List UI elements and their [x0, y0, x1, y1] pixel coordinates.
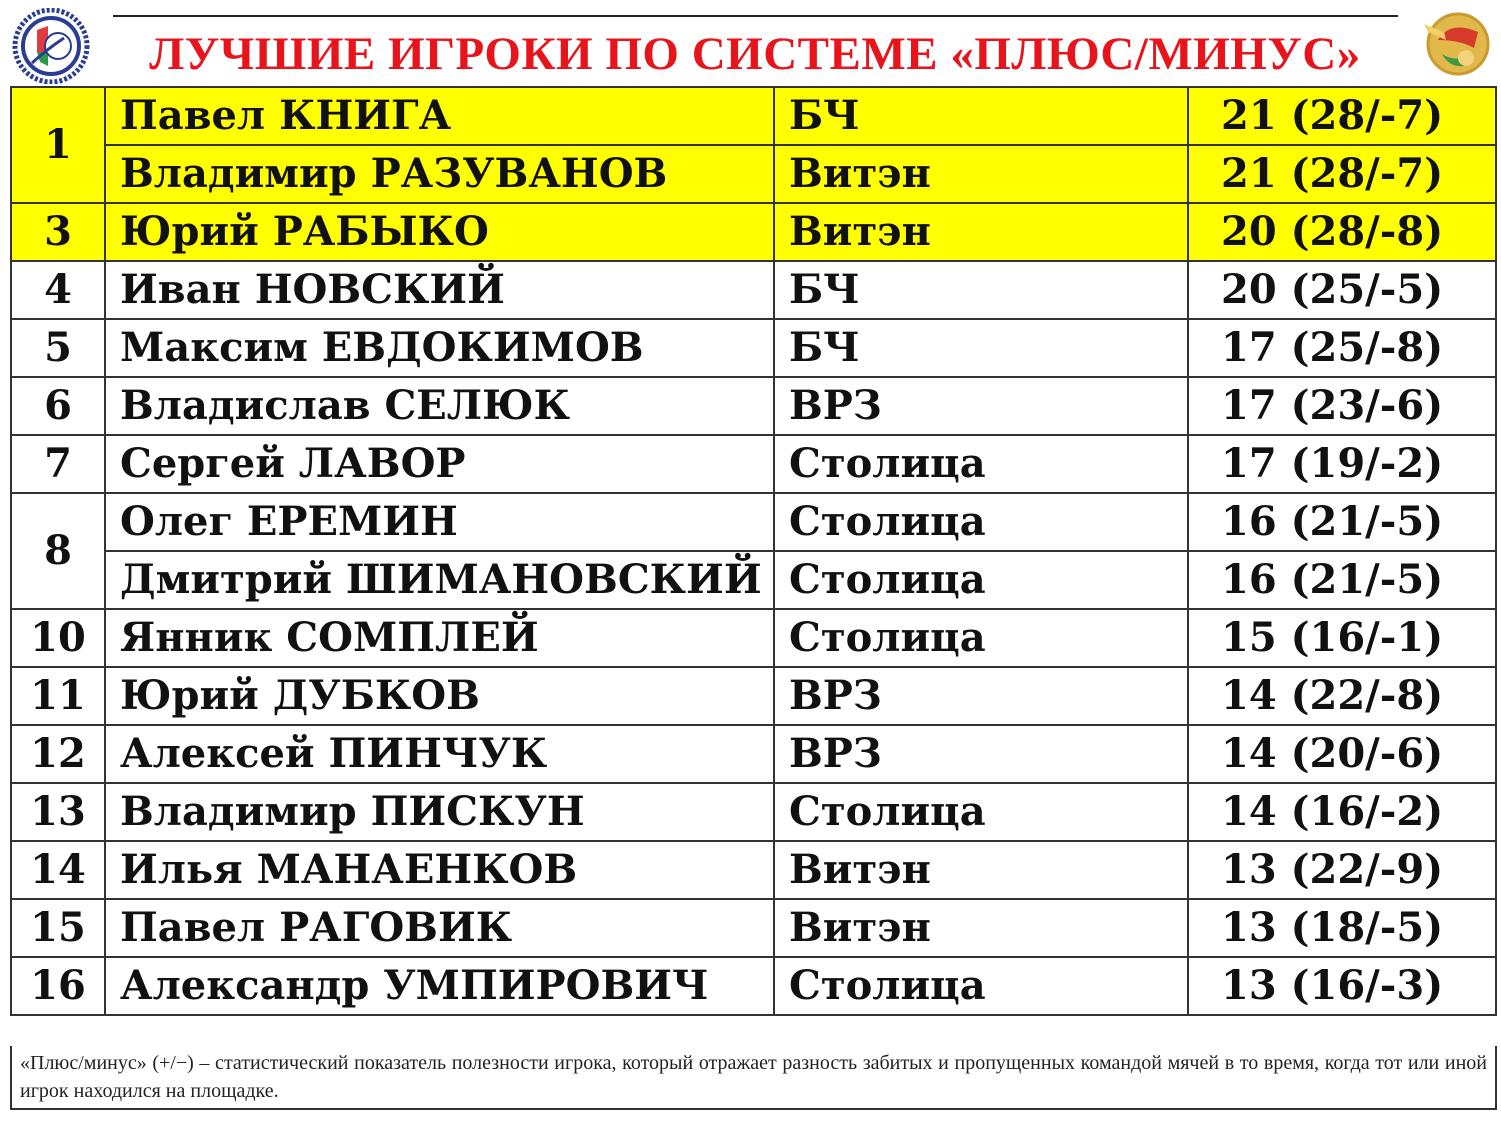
plus-minus-cell: 17 (23/-6) — [1187, 376, 1497, 436]
rank-cell: 4 — [10, 260, 106, 320]
table-row: 13 Владимир ПИСКУН Столица 14 (16/-2) — [10, 782, 1497, 842]
rank-cell: 13 — [10, 782, 106, 842]
player-name-cell: Павел РАГОВИК — [104, 898, 775, 958]
rank-cell: 7 — [10, 434, 106, 494]
championship-medal-logo — [1424, 12, 1490, 76]
team-cell: Столица — [773, 434, 1189, 494]
player-name-cell: Максим ЕВДОКИМОВ — [104, 318, 775, 378]
table-row: 1 Павел КНИГА БЧ 21 (28/-7) — [10, 86, 1497, 204]
team-cell: ВРЗ — [773, 376, 1189, 436]
team-cell: Витэн — [773, 202, 1189, 262]
rank-cell: 3 — [10, 202, 106, 262]
table-row: 14 Илья МАНАЕНКОВ Витэн 13 (22/-9) — [10, 840, 1497, 900]
team-cell: Столица — [773, 608, 1189, 668]
team-cell: Столица — [773, 492, 1189, 552]
player-name-cell: Владислав СЕЛЮК — [104, 376, 775, 436]
team-cell: БЧ — [773, 318, 1189, 378]
plus-minus-cell: 13 (22/-9) — [1187, 840, 1497, 900]
plus-minus-cell: 20 (28/-8) — [1187, 202, 1497, 262]
rank-cell: 14 — [10, 840, 106, 900]
rank-cell: 10 — [10, 608, 106, 668]
plus-minus-cell: 21 (28/-7) — [1187, 86, 1497, 146]
player-name-cell: Юрий ДУБКОВ — [104, 666, 775, 726]
plus-minus-cell: 21 (28/-7) — [1187, 144, 1497, 204]
plus-minus-cell: 16 (21/-5) — [1187, 492, 1497, 552]
plus-minus-cell: 14 (22/-8) — [1187, 666, 1497, 726]
team-cell: ВРЗ — [773, 724, 1189, 784]
player-name-cell: Дмитрий ШИМАНОВСКИЙ — [104, 550, 775, 610]
team-cell: ВРЗ — [773, 666, 1189, 726]
table-row: 7 Сергей ЛАВОР Столица 17 (19/-2) — [10, 434, 1497, 494]
table-row: 6 Владислав СЕЛЮК ВРЗ 17 (23/-6) — [10, 376, 1497, 436]
rank-cell: 12 — [10, 724, 106, 784]
plus-minus-cell: 14 (20/-6) — [1187, 724, 1497, 784]
table-row: 3 Юрий РАБЫКО Витэн 20 (28/-8) — [10, 202, 1497, 262]
team-cell: Витэн — [773, 144, 1189, 204]
rank-cell: 5 — [10, 318, 106, 378]
table-row: 5 Максим ЕВДОКИМОВ БЧ 17 (25/-8) — [10, 318, 1497, 378]
plus-minus-cell: 14 (16/-2) — [1187, 782, 1497, 842]
team-cell: Столица — [773, 956, 1189, 1016]
table-row: 16 Александр УМПИРОВИЧ Столица 13 (16/-3) — [10, 956, 1497, 1016]
player-name-cell: Янник СОМПЛЕЙ — [104, 608, 775, 668]
player-name-cell: Алексей ПИНЧУК — [104, 724, 775, 784]
footnote: «Плюс/минус» (+/−) – статистический пока… — [10, 1046, 1497, 1110]
player-name-cell: Илья МАНАЕНКОВ — [104, 840, 775, 900]
plus-minus-cell: 17 (19/-2) — [1187, 434, 1497, 494]
player-name-cell: Юрий РАБЫКО — [104, 202, 775, 262]
table-row: 8 Олег ЕРЕМИН Столица 16 (21/-5) — [10, 492, 1497, 610]
player-name-cell: Павел КНИГА — [104, 86, 775, 146]
table-row: Дмитрий ШИМАНОВСКИЙ Столица 16 (21/-5) — [11, 550, 1497, 610]
table-row: 4 Иван НОВСКИЙ БЧ 20 (25/-5) — [10, 260, 1497, 320]
rank-cell: 8 — [10, 492, 106, 610]
rank-cell: 11 — [10, 666, 106, 726]
team-cell: Столица — [773, 782, 1189, 842]
table-row: Владимир РАЗУВАНОВ Витэн 21 (28/-7) — [11, 144, 1497, 204]
table-row: 15 Павел РАГОВИК Витэн 13 (18/-5) — [10, 898, 1497, 958]
association-logo — [12, 8, 90, 84]
plus-minus-cell: 13 (18/-5) — [1187, 898, 1497, 958]
player-name-cell: Сергей ЛАВОР — [104, 434, 775, 494]
plus-minus-cell: 16 (21/-5) — [1187, 550, 1497, 610]
plus-minus-table: 1 Павел КНИГА БЧ 21 (28/-7) Владимир РАЗУВАН… — [10, 86, 1497, 1016]
player-name-cell: Владимир ПИСКУН — [104, 782, 775, 842]
table-row: 10 Янник СОМПЛЕЙ Столица 15 (16/-1) — [10, 608, 1497, 668]
plus-minus-cell: 13 (16/-3) — [1187, 956, 1497, 1016]
table-row: 11 Юрий ДУБКОВ ВРЗ 14 (22/-8) — [10, 666, 1497, 726]
rank-cell: 15 — [10, 898, 106, 958]
rank-cell: 16 — [10, 956, 106, 1016]
rank-cell: 6 — [10, 376, 106, 436]
plus-minus-cell: 15 (16/-1) — [1187, 608, 1497, 668]
header-rule — [113, 15, 1398, 17]
team-cell: БЧ — [773, 260, 1189, 320]
team-cell: Витэн — [773, 840, 1189, 900]
player-name-cell: Олег ЕРЕМИН — [104, 492, 775, 552]
team-cell: БЧ — [773, 86, 1189, 146]
plus-minus-cell: 17 (25/-8) — [1187, 318, 1497, 378]
table-row: 12 Алексей ПИНЧУК ВРЗ 14 (20/-6) — [10, 724, 1497, 784]
team-cell: Столица — [773, 550, 1189, 610]
page-title: ЛУЧШИЕ ИГРОКИ ПО СИСТЕМЕ «ПЛЮС/МИНУС» — [149, 28, 1361, 80]
player-name-cell: Владимир РАЗУВАНОВ — [104, 144, 775, 204]
player-name-cell: Александр УМПИРОВИЧ — [104, 956, 775, 1016]
team-cell: Витэн — [773, 898, 1189, 958]
plus-minus-cell: 20 (25/-5) — [1187, 260, 1497, 320]
rank-cell: 1 — [10, 86, 106, 204]
player-name-cell: Иван НОВСКИЙ — [104, 260, 775, 320]
